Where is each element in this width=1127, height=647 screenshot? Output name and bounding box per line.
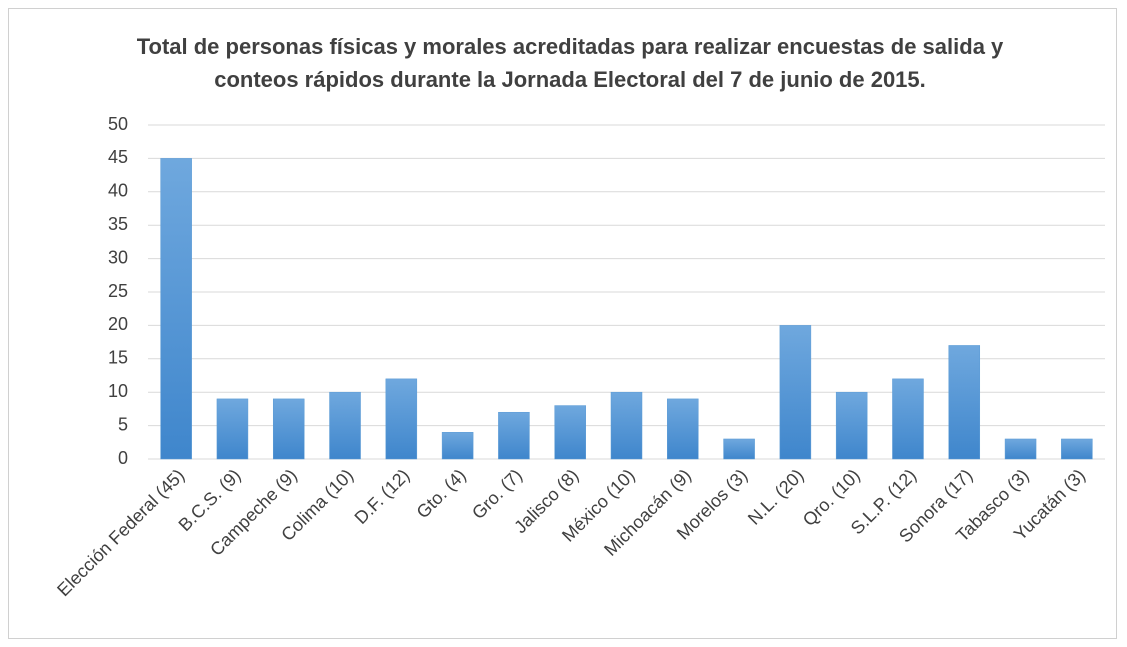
y-tick-label: 40 — [108, 181, 128, 201]
bar — [892, 378, 924, 460]
y-tick-label: 45 — [108, 147, 128, 167]
bar — [1004, 438, 1037, 460]
bar — [441, 432, 474, 460]
bar — [216, 398, 249, 460]
y-tick-label: 20 — [108, 314, 128, 334]
y-tick-label: 10 — [108, 381, 128, 401]
bar — [554, 405, 586, 460]
y-tick-label: 35 — [108, 214, 128, 234]
y-tick-label: 30 — [108, 247, 128, 267]
chart-title: Total de personas físicas y morales acre… — [136, 34, 1004, 92]
bar — [835, 391, 868, 460]
x-tick-label: D.F. (12) — [351, 465, 414, 528]
bar — [1061, 438, 1093, 460]
x-tick-label: Gto. (4) — [413, 465, 470, 522]
y-tick-label: 25 — [108, 281, 128, 301]
x-tick-label: Elección Federal (45) — [53, 465, 188, 600]
y-tick-label: 50 — [108, 114, 128, 134]
y-tick-label: 0 — [118, 448, 128, 468]
bar — [779, 325, 812, 460]
bar — [498, 411, 530, 460]
bar — [272, 398, 305, 460]
bar — [667, 398, 699, 460]
bar — [610, 391, 643, 460]
y-tick-label: 15 — [108, 348, 128, 368]
bar — [948, 345, 981, 460]
y-tick-label: 5 — [118, 414, 128, 434]
chart-frame — [8, 8, 1117, 639]
x-tick-label: Gro. (7) — [468, 465, 526, 523]
bar — [329, 391, 361, 460]
bar — [160, 158, 192, 460]
bar — [385, 378, 418, 460]
bar — [723, 438, 755, 460]
x-tick-label: N.L. (20) — [744, 465, 808, 529]
